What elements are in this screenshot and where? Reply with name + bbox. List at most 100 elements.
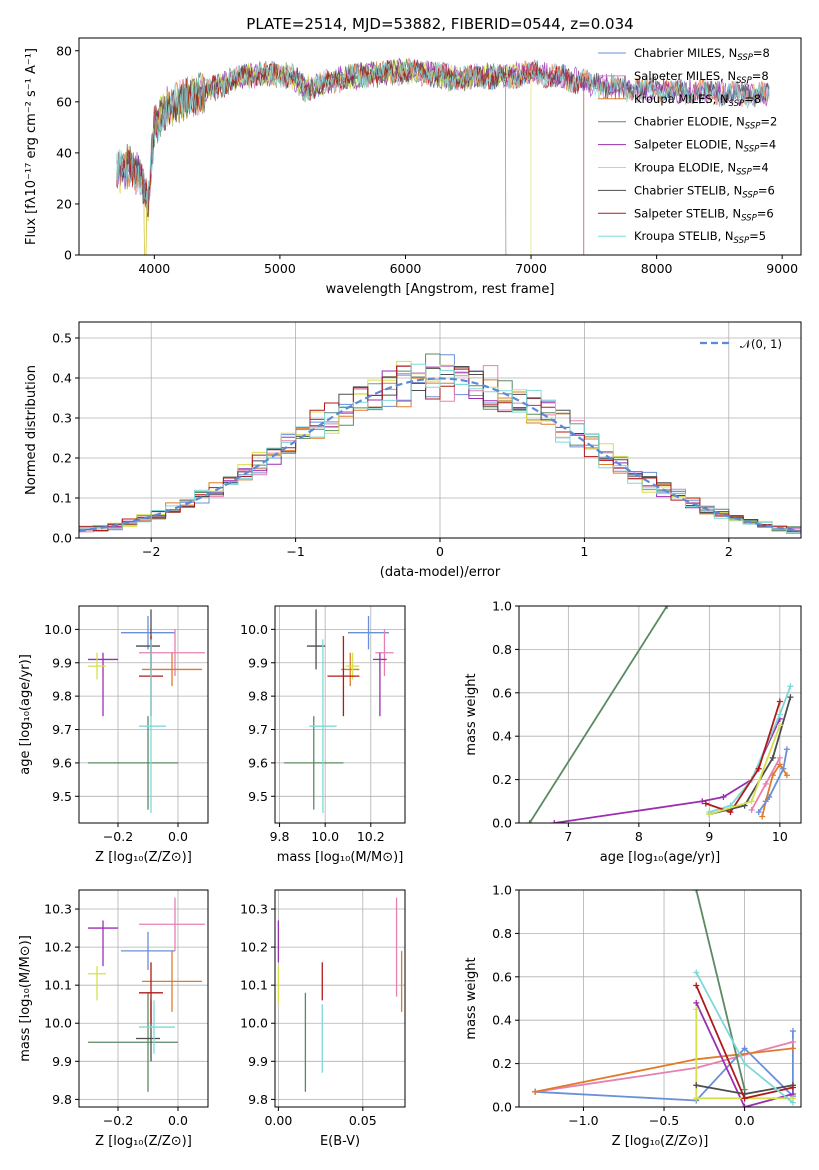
- y-axis-label: Flux [fλ10⁻¹⁷ erg cm⁻² s⁻¹ A⁻¹]: [24, 48, 39, 245]
- y-tick-label: 0.0: [52, 531, 72, 546]
- y-tick-label: 60: [56, 94, 72, 109]
- weight-marker: [776, 711, 783, 718]
- plot-frame: [274, 889, 406, 1108]
- weight-marker: [693, 969, 700, 976]
- grid-lines: [275, 890, 405, 1107]
- y-tick-label: 10.0: [44, 1016, 72, 1031]
- weight-marker: [766, 793, 773, 800]
- y-tick-label: 10.0: [240, 622, 268, 637]
- y-tick-label: 10.0: [240, 1016, 268, 1031]
- y-tick-label: 9.9: [52, 1054, 72, 1069]
- weight-marker: [693, 982, 700, 989]
- y-tick-label: 0.2: [492, 1056, 512, 1071]
- data-point: [142, 950, 202, 1012]
- x-tick-label: 4000: [138, 261, 170, 276]
- x-axis-label: (data-model)/error: [380, 565, 501, 580]
- y-tick-label: 9.9: [52, 655, 72, 670]
- data-point: [88, 920, 118, 967]
- weight-marker: [693, 1095, 700, 1102]
- y-tick-label: 10.2: [240, 940, 268, 955]
- y-tick-label: 9.8: [248, 1092, 268, 1107]
- weight-marker: [551, 820, 558, 823]
- plot-area: [88, 897, 205, 1092]
- x-tick-label: 0.0: [168, 1113, 188, 1128]
- data-point: [88, 652, 118, 717]
- data-point: [306, 609, 326, 670]
- weight-series-line: [757, 749, 788, 813]
- weight-marker: [776, 722, 783, 729]
- y-tick-label: 1.0: [492, 599, 512, 614]
- metallicity-massweight-panel: −1.0 −0.5 0.0 0.0 0.2 0.4 0.6 0.8 1.0 Z [log₁₀(Z/…: [464, 883, 802, 1149]
- plot-area: [277, 897, 403, 1092]
- plot-area: [88, 609, 205, 813]
- grid-lines: [519, 605, 801, 824]
- x-tick-label: 0.0: [735, 1113, 755, 1128]
- y-tick-label: 0.4: [492, 1013, 512, 1028]
- plot-frame: [518, 889, 802, 1108]
- weight-marker: [755, 809, 762, 816]
- y-tick-label: 0.0: [492, 1100, 512, 1115]
- plot-frame: [78, 605, 209, 824]
- spectrum-series-line: [116, 59, 532, 255]
- weight-marker: [776, 754, 783, 761]
- x-tick-label: 2: [725, 544, 733, 559]
- x-tick-label: 0.05: [349, 1113, 377, 1128]
- weight-marker: [664, 606, 671, 609]
- y-tick-label: 10.0: [44, 622, 72, 637]
- y-tick-label: 0.6: [492, 969, 512, 984]
- weight-series-line: [528, 606, 668, 823]
- y-axis-label: mass weight: [464, 957, 479, 1039]
- y-tick-label: 1.0: [492, 883, 512, 898]
- y-tick-label: 0.8: [492, 642, 512, 657]
- data-point: [347, 616, 390, 650]
- plot-area: [116, 57, 770, 255]
- legend-entry: Chabrier STELIB, NSSP=6: [634, 183, 775, 200]
- plot-frame: [78, 37, 802, 256]
- y-tick-label: 9.8: [52, 1092, 72, 1107]
- y-tick-label: 9.6: [248, 755, 268, 770]
- data-point: [121, 616, 175, 650]
- y-tick-label: 20: [56, 196, 72, 211]
- y-tick-label: 10.3: [240, 902, 268, 917]
- x-tick-label: −2: [142, 544, 160, 559]
- x-tick-label: 9.8: [270, 829, 290, 844]
- y-axis-label: Normed distribution: [24, 365, 39, 495]
- y-axis-label: age [log₁₀(age/yr)]: [18, 654, 33, 775]
- y-tick-label: 9.9: [248, 1054, 268, 1069]
- metallicity-age-panel: −0.2 0.0 9.5 9.6 9.7 9.8 9.9 10.0 Z [log₁₀(Z/Z⊙)…: [18, 605, 209, 865]
- y-tick-label: 40: [56, 145, 72, 160]
- x-tick-label: −0.2: [103, 1113, 133, 1128]
- weight-marker: [693, 1082, 700, 1089]
- data-point: [373, 652, 387, 717]
- y-tick-label: 0.6: [492, 685, 512, 700]
- x-tick-label: 9000: [766, 261, 798, 276]
- x-tick-label: 8000: [641, 261, 673, 276]
- plot-frame: [78, 889, 209, 1108]
- weight-marker: [783, 746, 790, 753]
- legend-entry: Chabrier ELODIE, NSSP=2: [634, 115, 777, 132]
- x-tick-label: 1: [580, 544, 588, 559]
- x-tick-label: −0.2: [103, 829, 133, 844]
- y-tick-label: 9.8: [52, 689, 72, 704]
- x-axis-label: Z [log₁₀(Z/Z⊙)]: [95, 850, 192, 865]
- metallicity-mass-panel: −0.2 0.0 9.8 9.9 10.0 10.1 10.2 10.3 Z [log₁₀(Z/…: [18, 889, 209, 1149]
- x-tick-label: 10: [772, 829, 788, 844]
- x-axis-label: wavelength [Angstrom, rest frame]: [326, 282, 555, 297]
- y-tick-label: 9.5: [248, 789, 268, 804]
- x-axis-label: E(B-V): [320, 1134, 360, 1149]
- weight-marker: [789, 1045, 796, 1052]
- weight-marker: [787, 683, 794, 690]
- weight-marker: [741, 1045, 748, 1052]
- y-tick-label: 9.8: [248, 689, 268, 704]
- spectrum-panel: Chabrier MILES, NSSP=8 Salpeter MILES, NS…: [24, 15, 802, 297]
- x-tick-label: 0.00: [264, 1113, 292, 1128]
- x-axis-label: Z [log₁₀(Z/Z⊙)]: [612, 1134, 709, 1149]
- age-massweight-panel: 7 8 9 10 0.0 0.2 0.4 0.6 0.8 1.0 age [log₁₀(age/yr…: [464, 599, 802, 865]
- weight-marker: [748, 798, 755, 805]
- grid-lines: [79, 606, 208, 823]
- y-axis-label: mass weight: [464, 673, 479, 755]
- x-tick-label: 10.0: [311, 829, 339, 844]
- data-point: [341, 652, 360, 687]
- y-tick-label: 0.2: [492, 772, 512, 787]
